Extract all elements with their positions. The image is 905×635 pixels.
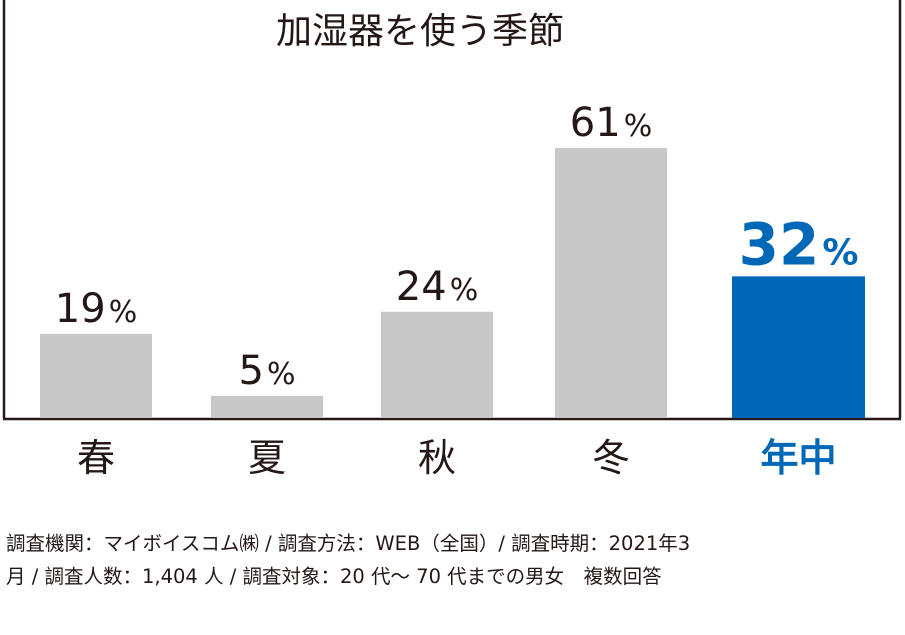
- category-label-3: 秋: [418, 436, 456, 480]
- category-label-5: 年中: [760, 436, 836, 480]
- footnote: 調査機関：マイボイスコム㈱ / 調査方法：WEB（全国）/ 調査時期：2021年…: [6, 527, 901, 593]
- data-label-2: 5%: [239, 348, 296, 394]
- bar-chart: 加湿器を使う季節 19 % 春 5 % 夏 24 % 秋 61 % 冬 32% 年中: [2, 0, 902, 480]
- category-label-4: 冬: [592, 436, 630, 480]
- footnote-line-2: 月 / 調査人数：1,404 人 / 調査対象：20 代～ 70 代までの男女 …: [6, 565, 662, 588]
- chart-title: 加湿器を使う季節: [276, 11, 564, 52]
- data-label-5: 32%: [739, 210, 859, 278]
- bar-2: [211, 395, 323, 418]
- bar-1: [40, 333, 152, 418]
- data-label-4: 61%: [570, 100, 652, 146]
- category-label-2: 夏: [248, 436, 286, 480]
- bar-3: [381, 311, 493, 418]
- bar-4: [555, 148, 667, 418]
- data-label-1: 19%: [55, 286, 137, 332]
- footnote-line-1: 調査機関：マイボイスコム㈱ / 調査方法：WEB（全国）/ 調査時期：2021年…: [6, 532, 691, 555]
- data-label-3: 24%: [396, 264, 478, 310]
- bar-5: [732, 276, 865, 418]
- category-label-1: 春: [77, 436, 115, 480]
